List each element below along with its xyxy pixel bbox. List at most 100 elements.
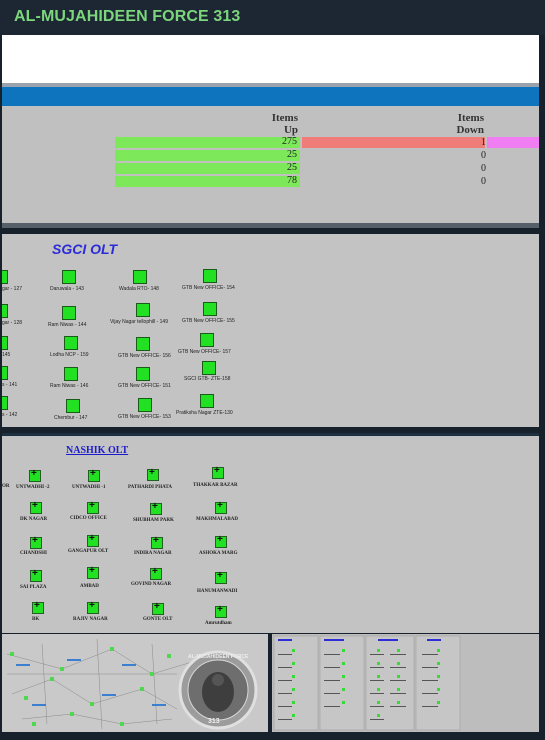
node-status-icon [2,336,8,350]
node-status-icon [203,302,217,316]
node-status-icon [150,501,162,515]
node-label: GTB New OFFICE- 156 [118,353,171,359]
node-label: BK [32,617,40,622]
down-bar [302,137,485,148]
nashik-olt-screenshot[interactable]: NASHIK OLT OR UNTWADHI -2 UNTWADHI -1 PA… [2,433,539,633]
node-label: GTB New OFFICE- 157 [178,349,231,355]
down-value: 0 [481,163,486,174]
sgci-olt-title: SGCI OLT [52,241,118,257]
col-header-word: Items [457,112,484,124]
status-summary-screenshot[interactable]: Items Up Items Down 275 1 25 0 25 0 78 0 [2,35,539,228]
node-label: MAKHMALABAD [196,517,238,522]
channel-title[interactable]: AL-MUJAHIDEEN FORCE 313 [14,8,241,25]
node-status-icon [30,500,42,514]
node-label: RAJIV NAGAR [73,617,108,622]
node-status-icon [200,333,214,347]
node-label: SGCI GTB- ZTE-158 [184,376,231,382]
bottom-divider [2,223,539,228]
up-value: 25 [287,149,297,160]
node-label: Ram Niwas - 146 [50,383,89,389]
node-label: gar - 128 [2,320,23,326]
node-status-icon [147,467,159,481]
up-bar: 78 [115,175,300,187]
network-map-graphic [6,638,258,730]
node-status-icon [151,535,163,549]
node-label: OR [2,484,10,489]
channel-header: AL-MUJAHIDEEN FORCE 313 [0,0,545,35]
node-label: GANGAPUR OLT [68,549,109,554]
up-value: 275 [282,136,297,147]
up-bar: 25 [115,162,300,174]
node-status-icon [202,361,216,375]
network-map-thumbnail[interactable]: AL-MUJAHIDEEN FORCE 313 [2,634,268,732]
node-label: ASHOKA MARG [199,551,238,556]
node-status-icon [212,465,224,479]
up-value: 78 [287,175,297,186]
node-status-icon [133,270,147,284]
sgci-olt-screenshot[interactable]: SGCI OLT gar - 127 gar - 128 145 s - 141… [2,234,539,427]
col-header-word: Down [456,124,484,136]
node-label: s - 142 [2,412,18,418]
node-label: Wadala RTO- 148 [119,286,159,292]
up-bar: 275 [115,136,300,148]
node-status-icon [87,500,99,514]
node-status-icon [136,367,150,381]
up-value: 25 [287,162,297,173]
node-status-icon [2,396,8,410]
node-label: GTB New OFFICE- 153 [118,414,171,420]
node-status-icon [215,570,227,584]
seal-text: AL-MUJAHIDEEN FORCE [188,654,249,660]
node-label: 145 [2,352,11,358]
node-label: INDIRA NAGAR [134,551,172,556]
node-status-icon [87,565,99,579]
node-label: Lodha NCP - 159 [50,352,89,358]
seal-number: 313 [208,718,220,725]
node-label: Pratiksha Nagar ZTE-130 [176,410,233,416]
node-status-icon [150,566,162,580]
node-list-thumbnail[interactable] [272,634,539,732]
blue-band [2,87,539,106]
node-label: HANUMANWADI [197,589,238,594]
node-label: UNTWADHI -1 [72,485,106,490]
node-label: DK NAGAR [20,517,48,522]
node-label: gar - 127 [2,286,23,292]
footer-strip [0,732,545,740]
node-status-icon [88,468,100,482]
col-header-items-up: Items Up [242,112,298,136]
up-bar: 25 [115,149,300,161]
node-status-icon [32,600,44,614]
node-label: Amrutdham [205,621,232,626]
node-status-icon [200,394,214,408]
node-status-icon [215,500,227,514]
node-label: GTB New OFFICE- 151 [118,383,171,389]
node-label: GOVIND NAGAR [131,582,172,587]
node-status-icon [2,304,8,318]
node-status-icon [136,337,150,351]
node-label: SAI PLAZA [20,585,47,590]
nashik-olt-title: NASHIK OLT [66,445,129,456]
col-header-items-down: Items Down [432,112,484,136]
down-value: 0 [481,150,486,161]
node-status-icon [30,568,42,582]
node-label: THAKKAR BAZAR [193,483,238,488]
node-status-icon [29,468,41,482]
node-status-icon [136,303,150,317]
node-status-icon [152,601,164,615]
node-status-icon [2,270,8,284]
node-status-icon [30,535,42,549]
extra-bar [487,137,539,148]
node-list-graphic [273,635,461,731]
node-label: AMBAD [80,584,99,589]
divider [2,83,539,87]
node-label: PATHARDI PHATA [128,485,172,490]
node-status-icon [138,398,152,412]
node-label: Daruwala - 143 [50,286,84,292]
node-label: Vijay Nagar tellophill - 149 [110,319,168,325]
col-header-word: Items [271,112,298,124]
down-value: 1 [481,137,486,148]
col-header-word: Up [283,124,298,136]
white-header-area [2,35,539,83]
node-label: Ram Niwas - 144 [48,322,87,328]
node-label: UNTWADHI -2 [16,485,50,490]
node-label: GTB New OFFICE- 154 [182,285,235,291]
